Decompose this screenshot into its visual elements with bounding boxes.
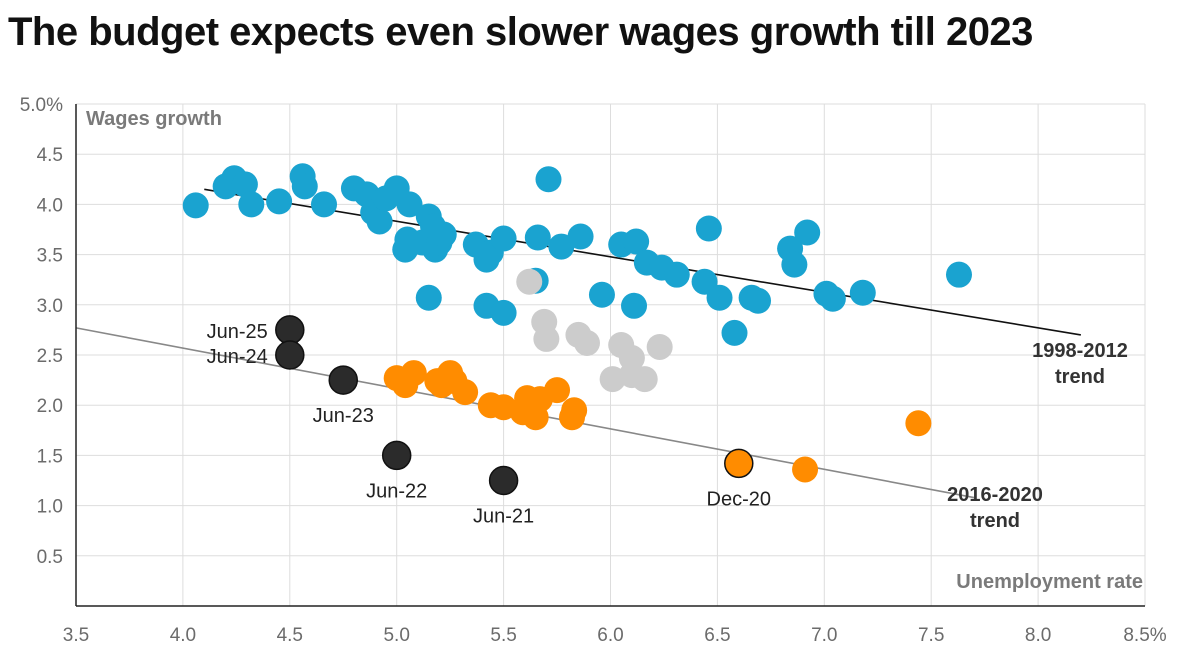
labeled-point [724,448,754,479]
data-point [533,325,560,352]
data-point [524,224,551,251]
data-point [623,228,650,255]
y-tick-label: 4.0 [37,195,63,216]
data-point [231,171,258,198]
point-label: Dec-20 [707,488,771,510]
y-tick-label: 3.0 [37,296,63,317]
point-label: Jun-24 [207,346,268,368]
data-point [490,225,517,252]
data-point [415,284,442,311]
point-label: Jun-23 [313,405,374,427]
labeled-point [381,440,412,471]
trend-label-text: trend [970,510,1020,532]
labeled-point [275,315,305,345]
data-point [631,366,658,393]
labeled-points: Jun-25 Jun-24 Jun-23 Jun-22 Jun-21 Dec-20 [207,315,771,528]
axes [75,104,1145,607]
trend-label-text: 2016-2020 [947,484,1043,506]
data-point [366,208,393,235]
tick-labels: 3.5 4.0 4.5 5.0 5.5 6.0 6.5 7.0 7.5 8.0 8.5% 0.5 1.0… [20,95,1167,646]
y-tick-label: 1.5 [37,446,63,467]
data-point [706,284,733,311]
x-tick-label: 7.5 [918,625,944,646]
y-tick-label: 1.0 [37,497,63,518]
data-point [905,410,932,437]
data-point [663,261,690,288]
data-point [561,397,588,424]
data-point [781,251,808,278]
y-tick-label: 2.5 [37,346,63,367]
data-point [621,292,648,319]
x-tick-label: 4.5 [277,625,303,646]
y-tick-label: 5.0% [20,95,63,116]
labeled-point [488,465,519,496]
x-tick-label: 7.0 [811,625,837,646]
x-tick-label: 5.0 [383,625,409,646]
data-point [945,261,972,288]
data-point [544,377,571,404]
y-tick-label: 4.5 [37,145,63,166]
data-point [238,191,265,218]
data-point [548,233,575,260]
data-point [721,319,748,346]
labeled-point [328,365,358,395]
x-tick-label: 6.0 [597,625,623,646]
data-point [396,191,423,218]
data-point [819,285,846,312]
point-label: Jun-21 [473,506,534,528]
y-tick-label: 3.5 [37,246,63,267]
data-point [695,215,722,242]
x-tick-label: 4.0 [170,625,196,646]
data-point [291,173,318,200]
data-point [588,281,615,308]
data-point [849,279,876,306]
data-point [430,221,457,248]
trend-labels: 1998-2012 trend 2016-2020 trend [947,340,1128,532]
data-points [182,163,972,483]
labeled-point [275,340,305,370]
data-point [573,329,600,356]
x-tick-label: 3.5 [63,625,89,646]
trend-label-text: 1998-2012 [1032,340,1128,362]
y-tick-label: 2.0 [37,396,63,417]
data-point [646,333,673,360]
data-point [266,188,293,215]
trend-label-text: trend [1055,366,1105,388]
data-point [745,287,772,314]
x-tick-label: 8.5% [1123,625,1166,646]
data-point [490,299,517,326]
data-point [535,166,562,193]
data-point [567,223,594,250]
x-tick-label: 5.5 [490,625,516,646]
data-point [452,379,479,406]
y-axis-title: Wages growth [86,108,222,130]
data-point [400,360,427,387]
data-point [311,191,338,218]
x-axis-title: Unemployment rate [956,571,1143,593]
data-point [182,192,209,219]
x-tick-label: 6.5 [704,625,730,646]
chart-title: The budget expects even slower wages gro… [8,10,1033,54]
y-tick-label: 0.5 [37,547,63,568]
point-label: Jun-25 [207,321,268,343]
data-point [792,456,819,483]
x-tick-label: 8.0 [1025,625,1051,646]
data-point [794,219,821,246]
data-point [516,268,543,295]
point-label: Jun-22 [366,480,427,502]
